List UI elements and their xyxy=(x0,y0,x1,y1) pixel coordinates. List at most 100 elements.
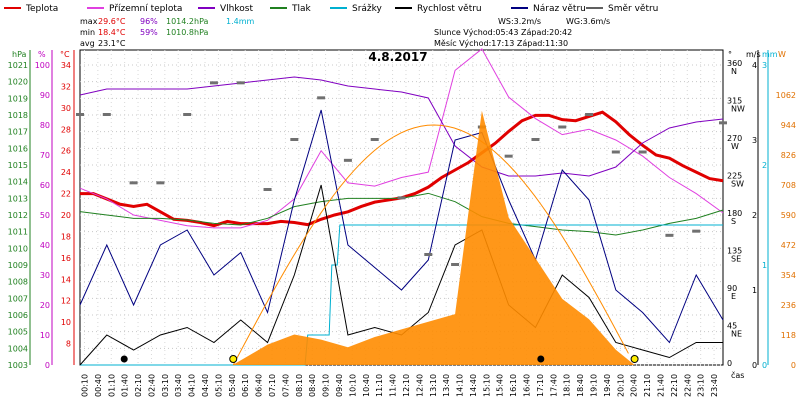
x-tick: 00:10 xyxy=(80,374,89,397)
axis-temp-tick: 12 xyxy=(61,297,71,306)
axis-mm-tick: 0 xyxy=(762,361,767,370)
legend-label: Směr větru xyxy=(608,4,658,14)
x-tick: 20:40 xyxy=(630,374,639,397)
x-tick: 05:10 xyxy=(214,374,223,397)
stat-max-label: max xyxy=(80,17,98,26)
stat-sun: Slunce Východ:05:43 Západ:20:42 xyxy=(434,28,572,37)
x-tick: 12:40 xyxy=(415,374,424,397)
axis-pct-tick: 80 xyxy=(40,121,50,130)
point-wind-direction xyxy=(611,150,620,154)
x-tick: 13:40 xyxy=(442,374,451,397)
axis-dir-tick: 360 xyxy=(727,59,742,68)
series-tlak xyxy=(79,192,724,236)
axis-temp-tick: 32 xyxy=(61,82,71,91)
x-tick: 00:40 xyxy=(94,374,103,397)
axis-dir-tick-letter: W xyxy=(731,142,739,151)
axis-temp-tick: 14 xyxy=(61,275,71,284)
point-wind-direction xyxy=(638,150,647,154)
axis-pct-label: % xyxy=(38,50,46,59)
point-wind-direction xyxy=(585,113,594,116)
axis-mm-tick: 3 xyxy=(762,61,767,70)
x-tick: 14:10 xyxy=(456,374,465,397)
point-wind-direction xyxy=(692,229,701,233)
axis-w-tick: 472 xyxy=(781,241,796,250)
axis-hpa-tick: 1005 xyxy=(8,328,28,337)
x-tick: 18:40 xyxy=(576,374,585,397)
x-tick: 03:10 xyxy=(161,374,170,397)
sunset-marker xyxy=(630,355,639,363)
axis-ms-tick: 1 xyxy=(752,286,757,295)
axis-ms-tick: 2 xyxy=(752,211,757,220)
axis-temp-tick: 8 xyxy=(66,340,71,349)
series-layer xyxy=(76,48,727,366)
x-tick: 16:40 xyxy=(523,374,532,397)
axis-ms-tick: 0 xyxy=(752,361,757,370)
axis-hpa-tick: 1008 xyxy=(8,278,28,287)
point-wind-direction xyxy=(290,138,299,141)
axis-hpa-tick: 1014 xyxy=(8,178,28,187)
axis-dir-tick-letter: E xyxy=(731,292,736,301)
x-tick: 13:10 xyxy=(429,374,438,397)
x-tick: 19:10 xyxy=(590,374,599,397)
x-tick: 12:10 xyxy=(402,374,411,397)
point-wind-direction xyxy=(129,181,138,185)
axis-dir-tick: 0 xyxy=(727,359,732,368)
x-tick: 15:40 xyxy=(496,374,505,397)
x-tick: 04:10 xyxy=(188,374,197,397)
x-tick: 09:10 xyxy=(322,374,331,397)
series-solar-area xyxy=(80,110,723,365)
axis-hpa-tick: 1017 xyxy=(8,128,28,137)
axis-w-tick: 590 xyxy=(781,211,796,220)
axis-hpa-tick: 1010 xyxy=(8,244,28,253)
axis-temp-tick: 24 xyxy=(61,168,71,177)
legend-label: Vlhkost xyxy=(220,4,253,14)
x-tick: 10:10 xyxy=(348,374,357,397)
point-wind-direction xyxy=(370,138,379,141)
stat-avg-label: avg xyxy=(80,39,95,48)
point-wind-direction xyxy=(531,138,540,141)
plot-frame xyxy=(79,49,724,366)
moonset-marker xyxy=(120,355,128,363)
x-tick: 23:10 xyxy=(697,374,706,397)
point-wind-direction xyxy=(209,81,218,85)
stat-rain: 1.4mm xyxy=(226,17,255,26)
axis-pct-tick: 30 xyxy=(40,271,50,280)
grid xyxy=(79,49,724,366)
axis-mm-tick: 1 xyxy=(762,261,767,270)
point-wind-direction xyxy=(504,154,513,158)
legend-label: Náraz větru xyxy=(533,4,586,14)
point-wind-direction xyxy=(183,113,192,116)
axis-pct-tick: 100 xyxy=(35,61,50,70)
axis-w-tick: 236 xyxy=(781,301,796,310)
legend-label: Přízemní teplota xyxy=(109,4,182,14)
axis-temp-label: °C xyxy=(60,50,70,59)
axis-hpa-tick: 1012 xyxy=(8,211,28,220)
axis-hpa-tick: 1011 xyxy=(8,228,28,237)
x-tick: 10:40 xyxy=(362,374,371,397)
axis-ms-label: m/s xyxy=(746,50,761,59)
point-wind-direction xyxy=(424,253,433,256)
stat-min-hum: 59% xyxy=(140,28,158,37)
axis-temp-tick: 10 xyxy=(61,318,71,327)
legend: Teplota Přízemní teplota Vlhkost Tlak Srážky… xyxy=(4,4,658,14)
axis-dir-tick: 90 xyxy=(727,284,737,293)
axis-hpa-label: hPa xyxy=(12,50,27,59)
axis-hpa-tick: 1020 xyxy=(8,78,28,87)
point-wind-direction xyxy=(102,113,111,116)
stat-min-temp: 18.4°C xyxy=(98,28,126,37)
x-tick: 17:10 xyxy=(536,374,545,397)
x-tick: 01:10 xyxy=(107,374,116,397)
legend-label: Srážky xyxy=(352,4,383,14)
stat-ws: WS:3.2m/s xyxy=(498,17,541,26)
legend-label: Teplota xyxy=(25,4,58,14)
axis-hpa-tick: 1004 xyxy=(8,344,28,353)
series-vlhkost xyxy=(79,76,724,177)
x-tick: 11:10 xyxy=(375,374,384,397)
point-wind-direction xyxy=(76,113,84,116)
point-wind-direction xyxy=(263,188,272,191)
x-tick: 07:10 xyxy=(268,374,277,397)
x-tick: 16:10 xyxy=(509,374,518,397)
x-tick: 08:40 xyxy=(308,374,317,397)
axis-w-tick: 944 xyxy=(781,121,796,130)
